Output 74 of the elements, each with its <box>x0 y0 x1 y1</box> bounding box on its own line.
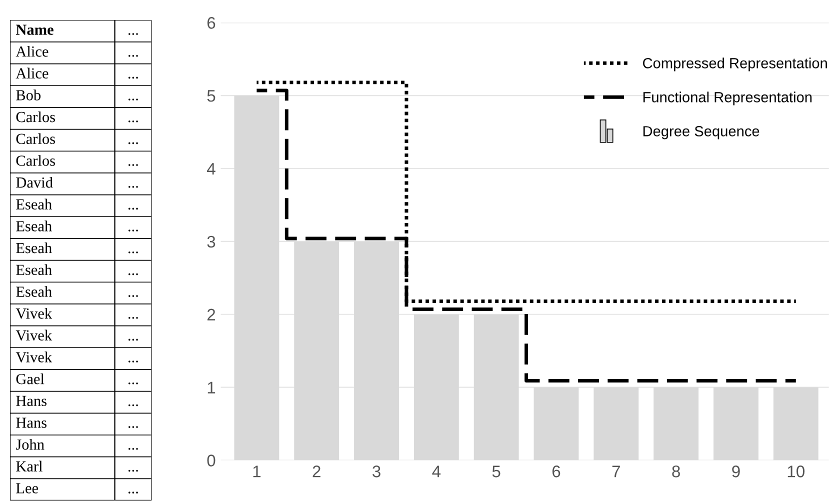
text: Carlos <box>16 133 55 144</box>
x-tick-label: 1 <box>253 466 261 478</box>
text: Hans <box>16 396 47 406</box>
y-tick-label: 2 <box>207 308 216 320</box>
y-tick-label: 1 <box>208 382 216 394</box>
y-tick-label: 3 <box>207 236 216 248</box>
bar <box>354 241 399 460</box>
text: ... <box>128 98 138 100</box>
text: Vivek <box>16 352 52 362</box>
text: ... <box>128 230 138 232</box>
bar <box>594 387 639 460</box>
text: ... <box>128 164 138 166</box>
text: ... <box>128 492 138 494</box>
x-tick-label: 8 <box>672 466 680 478</box>
bar <box>654 387 699 460</box>
text: ... <box>128 404 138 406</box>
bar <box>534 387 579 460</box>
legend-label: Degree Sequence <box>643 126 760 140</box>
y-tick-label: 6 <box>207 17 216 29</box>
text: ... <box>128 54 138 57</box>
text: ... <box>128 208 138 210</box>
y-tick-label: 5 <box>207 90 216 102</box>
text: Carlos <box>16 155 55 166</box>
bar <box>773 387 818 460</box>
bar <box>714 387 758 460</box>
text: ... <box>128 426 138 428</box>
text: Eseah <box>16 264 52 276</box>
text: Name <box>16 24 54 35</box>
text: Eseah <box>16 286 52 297</box>
text: ... <box>128 76 138 79</box>
text: ... <box>128 295 138 297</box>
text: ... <box>128 470 138 472</box>
text: Eseah <box>16 198 52 210</box>
text: ... <box>128 33 138 35</box>
bar <box>414 314 459 460</box>
text: Vivek <box>16 330 52 341</box>
text: ... <box>128 338 138 341</box>
y-tick-label: 4 <box>207 163 216 175</box>
bar <box>474 314 519 460</box>
bar <box>294 241 340 460</box>
text: ... <box>128 120 138 122</box>
text: ... <box>128 251 138 254</box>
text: Alice <box>16 68 48 79</box>
text: Vivek <box>16 308 52 319</box>
text: Eseah <box>16 220 52 232</box>
x-tick-label: 5 <box>492 466 500 478</box>
text: ... <box>128 186 138 188</box>
text: Alice <box>16 46 48 57</box>
x-tick-label: 3 <box>372 466 380 478</box>
y-tick-label: 0 <box>207 454 216 466</box>
text: ... <box>128 360 138 362</box>
text: ... <box>128 448 138 450</box>
text: ... <box>128 142 138 144</box>
x-tick-label: 7 <box>612 466 620 478</box>
text: Lee <box>16 483 38 494</box>
legend-label: Compressed Representation <box>642 58 827 72</box>
x-tick-label: 9 <box>732 466 740 478</box>
text: Eseah <box>16 242 52 254</box>
x-tick-label: 4 <box>432 466 441 478</box>
text: ... <box>128 273 138 276</box>
text: Carlos <box>16 111 55 122</box>
text: ... <box>128 382 138 384</box>
text: Karl <box>16 460 42 472</box>
text: John <box>16 438 44 450</box>
x-tick-label: 6 <box>552 466 560 478</box>
x-tick-label: 2 <box>312 466 320 478</box>
text: Hans <box>16 418 47 428</box>
text: ... <box>128 316 138 319</box>
x-tick-label: 10 <box>788 466 804 478</box>
text: David <box>16 176 53 188</box>
legend-label: Functional Representation <box>643 92 812 106</box>
text: Bob <box>16 90 41 100</box>
text: Gael <box>16 373 44 384</box>
bar <box>234 96 280 460</box>
